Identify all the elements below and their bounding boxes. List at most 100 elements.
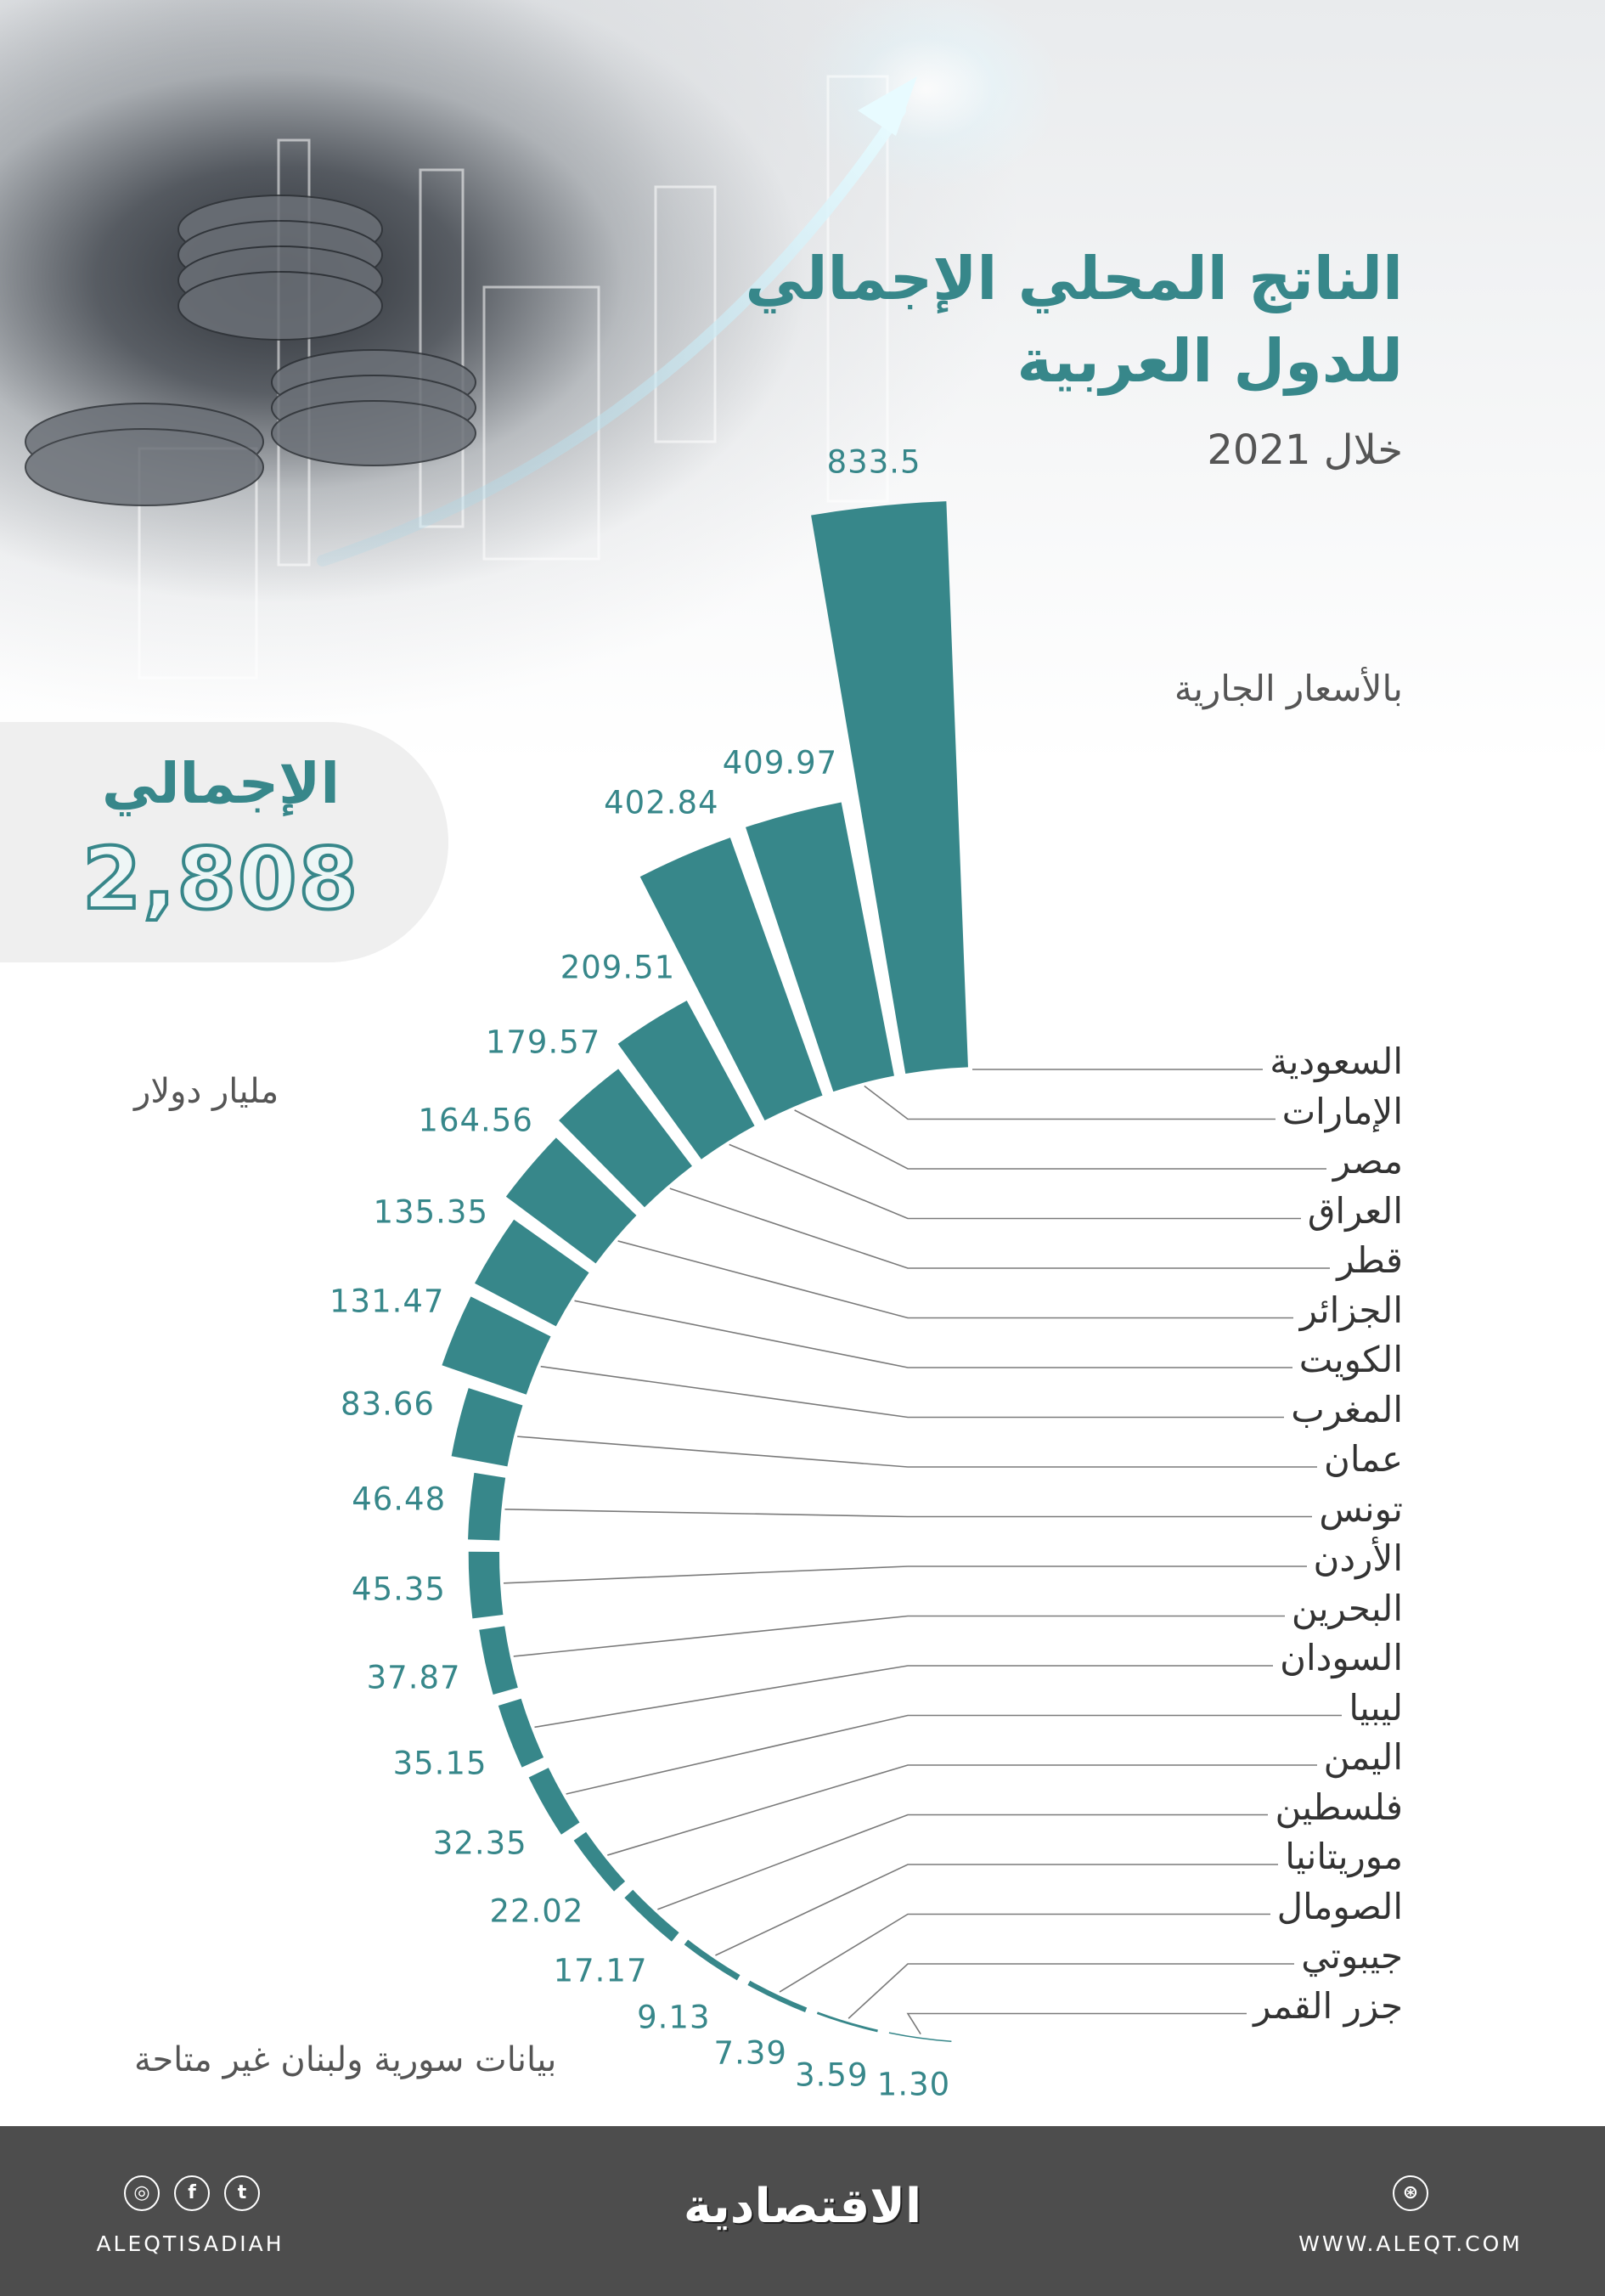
value-label: 833.5: [826, 443, 921, 481]
country-label: العراق: [1300, 1193, 1403, 1229]
country-label: الكويت: [1292, 1342, 1403, 1378]
leader-line: [574, 1300, 1393, 1368]
bg-bar-outline: [826, 75, 889, 503]
value-label: 131.47: [329, 1283, 445, 1320]
leader-line: [513, 1615, 1393, 1657]
bar-17: [747, 1980, 808, 2013]
unit-label: مليار دولار: [134, 1072, 279, 1111]
bar-3: [617, 1000, 755, 1159]
country-label: مصر: [1326, 1143, 1403, 1179]
coin-stacks: [25, 195, 476, 506]
chart-title-line1: الناتج المحلي الإجمالي: [745, 244, 1403, 313]
facebook-icon[interactable]: f: [174, 2175, 210, 2211]
value-label: 32.35: [432, 1825, 527, 1862]
data-availability-note: بيانات سورية ولبنان غير متاحة: [134, 2040, 557, 2079]
bar-8: [451, 1388, 523, 1467]
trend-arrow-head: [858, 76, 917, 136]
country-label: عمان: [1317, 1441, 1403, 1477]
leader-line: [517, 1436, 1393, 1468]
country-label: الجزائر: [1292, 1292, 1403, 1329]
website-link[interactable]: WWW.ALEQT.COM: [1298, 2231, 1523, 2256]
footer: ◎ f t ALEQTISADIAH الاقتصادية ⊛ WWW.ALEQ…: [0, 2126, 1605, 2296]
bar-4: [559, 1069, 692, 1208]
bar-18: [816, 2011, 878, 2033]
leader-line: [534, 1665, 1393, 1729]
bar-1: [746, 802, 894, 1092]
value-label: 409.97: [722, 744, 838, 781]
background-decoration: [25, 75, 917, 680]
bar-10: [468, 1551, 504, 1619]
value-label: 22.02: [489, 1893, 584, 1930]
country-label: اليمن: [1316, 1740, 1403, 1775]
country-label: جزر القمر: [1247, 1988, 1403, 2024]
total-value: 2,808: [81, 829, 360, 928]
leader-line: [540, 1365, 1393, 1419]
leader-line: [729, 1143, 1393, 1220]
bg-bar-outline: [277, 138, 311, 567]
value-label: 17.17: [553, 1952, 648, 1989]
leader-line: [617, 1240, 1393, 1319]
price-basis-label: بالأسعار الجارية: [1174, 668, 1403, 709]
leader-line: [607, 1764, 1393, 1856]
leader-line: [848, 1963, 1393, 2019]
social-handle[interactable]: ALEQTISADIAH: [96, 2231, 284, 2256]
bg-bar-outline: [654, 185, 717, 443]
value-label: 3.59: [795, 2056, 869, 2094]
country-label: الأردن: [1306, 1541, 1403, 1577]
value-label: 1.30: [876, 2066, 951, 2103]
value-label: 45.35: [352, 1571, 446, 1608]
bar-2: [639, 838, 823, 1121]
value-label: 46.48: [352, 1481, 447, 1518]
country-label: موريتانيا: [1278, 1839, 1403, 1875]
leader-line: [779, 1913, 1393, 1993]
bar-7: [442, 1296, 551, 1395]
bar-15: [624, 1889, 679, 1942]
chart-title-line2: للدول العربية: [1016, 326, 1403, 396]
value-label: 35.15: [392, 1745, 487, 1782]
value-label: 179.57: [485, 1024, 601, 1061]
twitter-icon[interactable]: t: [224, 2175, 260, 2211]
bar-5: [505, 1137, 637, 1264]
bar-9: [468, 1472, 506, 1541]
instagram-icon[interactable]: ◎: [124, 2175, 160, 2211]
value-label: 135.35: [373, 1193, 488, 1231]
leader-line: [864, 1085, 1393, 1120]
country-label: السودان: [1273, 1640, 1403, 1676]
total-label: الإجمالي: [102, 751, 340, 816]
value-label: 9.13: [637, 1999, 711, 2036]
leader-line: [504, 1509, 1393, 1518]
brand-logo: الاقتصادية: [683, 2179, 922, 2234]
bar-0: [811, 501, 968, 1075]
country-label: البحرين: [1284, 1590, 1403, 1627]
radial-bar-chart: [442, 501, 1393, 2042]
leader-line: [794, 1109, 1393, 1170]
background-photo-coins: [0, 0, 1605, 764]
country-label: الإمارات: [1275, 1093, 1403, 1130]
country-label: السعودية: [1263, 1044, 1403, 1080]
bar-6: [475, 1219, 589, 1327]
total-panel: [0, 722, 448, 962]
value-label: 209.51: [560, 949, 676, 986]
bg-bar-outline: [419, 168, 465, 528]
country-label: الصومال: [1270, 1888, 1403, 1925]
bar-19: [888, 2032, 952, 2042]
bar-13: [528, 1768, 580, 1835]
value-label: 164.56: [418, 1102, 533, 1139]
trend-arrow: [317, 104, 906, 567]
leader-line: [669, 1187, 1393, 1269]
period-label: خلال 2021: [1207, 426, 1403, 474]
leader-line: [566, 1714, 1393, 1795]
leader-line: [657, 1814, 1393, 1910]
bar-16: [684, 1939, 741, 1981]
country-label: جيبوتي: [1294, 1938, 1403, 1974]
bar-12: [498, 1698, 544, 1768]
country-label: قطر: [1330, 1243, 1403, 1278]
country-label: تونس: [1312, 1491, 1403, 1527]
bar-11: [479, 1626, 518, 1695]
value-label: 83.66: [341, 1385, 435, 1423]
leader-line: [503, 1565, 1393, 1584]
leader-line: [906, 2012, 1393, 2035]
leader-line: [715, 1864, 1393, 1956]
country-label: فلسطين: [1268, 1789, 1403, 1825]
value-label: 37.87: [366, 1659, 461, 1696]
